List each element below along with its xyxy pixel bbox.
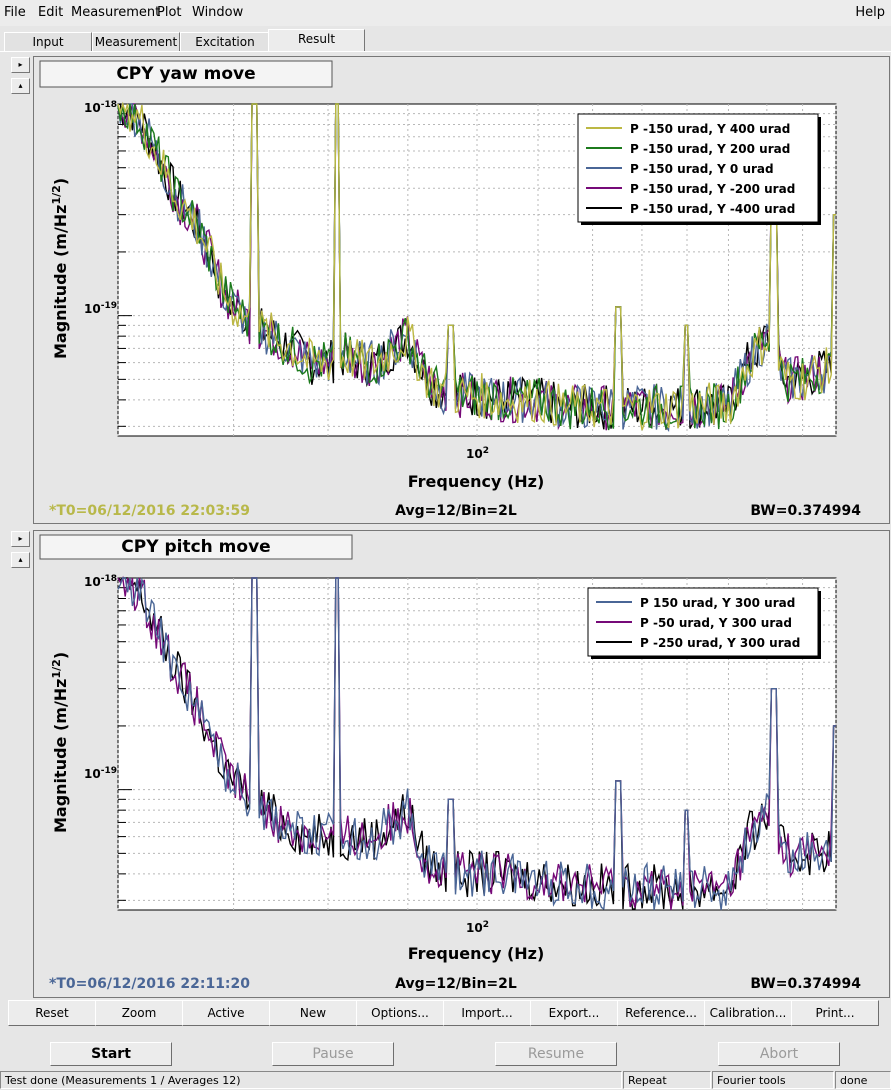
avg-bin-info: Avg=12/Bin=2L (395, 976, 517, 992)
plot-title-box (39, 60, 333, 88)
menu-window[interactable]: Window (192, 5, 244, 20)
legend-entry: P -150 urad, Y 200 urad (630, 142, 790, 156)
series-line (117, 577, 836, 911)
ytick-mid: 10-19 (84, 766, 117, 781)
reset-button[interactable]: Reset (8, 1000, 96, 1026)
tab-bar: Input Measurement Excitation Result (0, 28, 891, 52)
xtick-100: 102 (466, 920, 489, 935)
panel1-expand-button[interactable]: ▸ (11, 57, 30, 73)
panel1-collapse-button[interactable]: ▴ (11, 78, 30, 94)
menu-file[interactable]: File (4, 5, 26, 20)
legend-entry: P -250 urad, Y 300 urad (640, 636, 800, 650)
options-button[interactable]: Options... (356, 1000, 444, 1026)
legend: P -150 urad, Y 400 urad P -150 urad, Y 20… (577, 113, 821, 225)
import-button[interactable]: Import... (443, 1000, 531, 1026)
plot-title: CPY pitch move (121, 537, 270, 557)
menu-edit[interactable]: Edit (38, 5, 64, 20)
avg-bin-info: Avg=12/Bin=2L (395, 503, 517, 519)
legend-entry: P 150 urad, Y 300 urad (640, 596, 795, 610)
panel2-collapse-button[interactable]: ▴ (11, 552, 30, 568)
pause-button[interactable]: Pause (272, 1042, 394, 1066)
legend-entry: P -150 urad, Y -200 urad (630, 182, 795, 196)
plot-title: CPY yaw move (116, 64, 255, 84)
ytick-top: 10-18 (84, 100, 117, 115)
x-axis-label: Frequency (Hz) (408, 472, 545, 491)
panel2-expand-button[interactable]: ▸ (11, 531, 30, 547)
resume-button[interactable]: Resume (495, 1042, 617, 1066)
x-axis-label: Frequency (Hz) (408, 944, 545, 963)
calibration-button[interactable]: Calibration... (704, 1000, 792, 1026)
plot-title-box (39, 534, 353, 560)
menu-help[interactable]: Help (855, 5, 885, 20)
y-axis-label: Magnitude (m/Hz1/2) (50, 652, 70, 833)
menu-measurement[interactable]: Measurement (71, 5, 161, 20)
zoom-button[interactable]: Zoom (95, 1000, 183, 1026)
legend-entry: P -50 urad, Y 300 urad (640, 616, 792, 630)
tab-input[interactable]: Input (4, 32, 92, 52)
print-button[interactable]: Print... (791, 1000, 879, 1026)
bandwidth-info: BW=0.374994 (750, 976, 861, 992)
status-message: Test done (Measurements 1 / Averages 12) (0, 1071, 622, 1089)
active-button[interactable]: Active (182, 1000, 270, 1026)
status-fourier-tools: Fourier tools (712, 1071, 834, 1089)
tab-excitation[interactable]: Excitation (180, 32, 270, 52)
menu-bar: File Edit Measurement Plot Window Help (0, 0, 891, 26)
y-axis-label: Magnitude (m/Hz1/2) (50, 178, 70, 359)
t0-timestamp: *T0=06/12/2016 22:11:20 (49, 976, 250, 992)
pitch-plot[interactable]: CPY pitch move P 150 urad, Y 300 urad P -… (34, 531, 887, 996)
xtick-100: 102 (466, 446, 489, 461)
reference-button[interactable]: Reference... (617, 1000, 705, 1026)
menu-plot[interactable]: Plot (157, 5, 182, 20)
tab-divider (0, 51, 891, 52)
bandwidth-info: BW=0.374994 (750, 503, 861, 519)
export-button[interactable]: Export... (530, 1000, 618, 1026)
series-line (117, 101, 836, 431)
new-button[interactable]: New (269, 1000, 357, 1026)
data-traces (117, 575, 836, 911)
abort-button[interactable]: Abort (718, 1042, 840, 1066)
legend-entry: P -150 urad, Y -400 urad (630, 202, 795, 216)
series-line (117, 575, 836, 911)
t0-timestamp: *T0=06/12/2016 22:03:59 (49, 503, 250, 519)
tab-measurement[interactable]: Measurement (92, 32, 180, 52)
ytick-top: 10-18 (84, 574, 117, 589)
legend-entry: P -150 urad, Y 0 urad (630, 162, 774, 176)
legend-entry: P -150 urad, Y 400 urad (630, 122, 790, 136)
data-traces (117, 101, 836, 432)
tab-result[interactable]: Result (268, 29, 365, 52)
legend: P 150 urad, Y 300 urad P -50 urad, Y 300 … (587, 587, 821, 659)
ytick-mid: 10-19 (84, 301, 117, 316)
start-button[interactable]: Start (50, 1042, 172, 1066)
status-done: done (835, 1071, 891, 1089)
status-repeat: Repeat (623, 1071, 711, 1089)
